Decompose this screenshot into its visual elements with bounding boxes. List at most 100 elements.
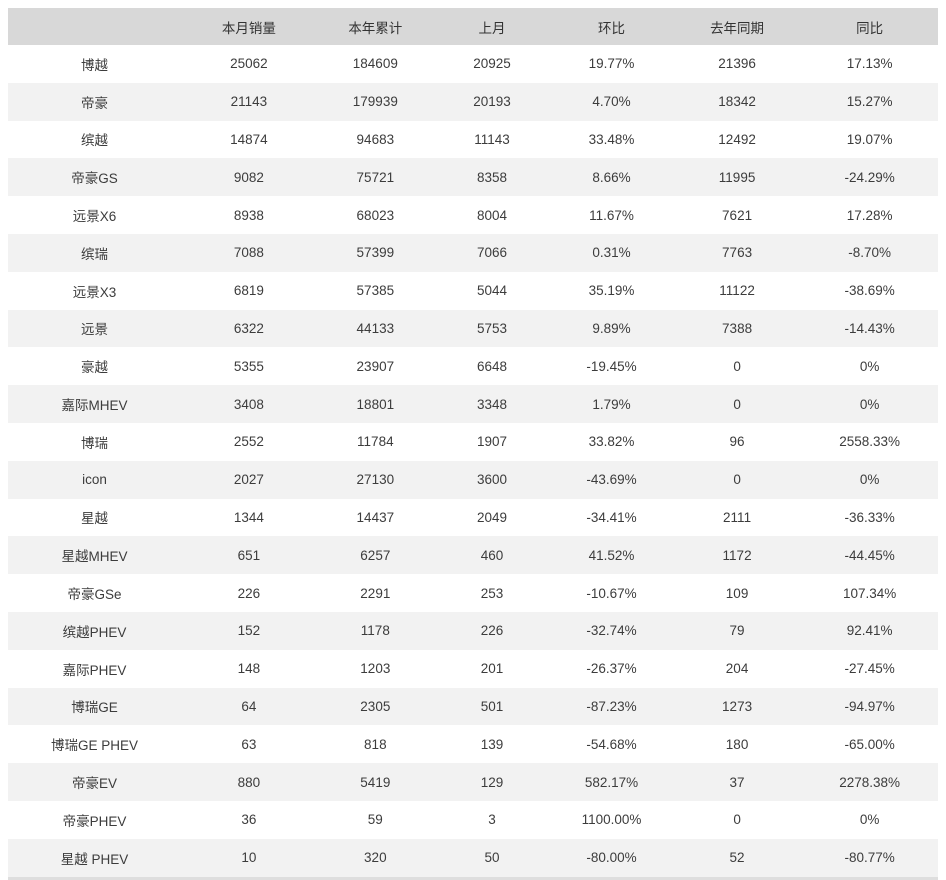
- value-cell: 1178: [360, 623, 390, 639]
- table-row: 星越 PHEV 10 320 50 -80.00% 52 -80.77%: [8, 838, 938, 877]
- value-cell: 75721: [356, 169, 395, 185]
- value-cell: 1172: [722, 547, 752, 563]
- value-cell: 50: [484, 850, 500, 866]
- value-cell: 64: [241, 698, 257, 714]
- value-cell: 35.19%: [588, 283, 635, 299]
- value-cell: 129: [480, 774, 504, 790]
- value-cell: -14.43%: [844, 320, 895, 336]
- value-cell: 7621: [722, 207, 753, 223]
- value-cell: -24.29%: [844, 169, 895, 185]
- table-row: 豪越 5355 23907 6648 -19.45% 0 0%: [8, 347, 938, 386]
- value-cell: 2049: [477, 509, 508, 525]
- value-cell: 23907: [356, 358, 395, 374]
- value-cell: 11.67%: [589, 207, 634, 223]
- model-name-cell: 远景: [80, 322, 108, 338]
- value-cell: -65.00%: [844, 736, 895, 752]
- model-name-cell: 博瑞: [80, 435, 108, 451]
- value-cell: 15.27%: [846, 94, 893, 110]
- value-cell: 18342: [718, 94, 756, 110]
- value-cell: 79: [729, 623, 745, 639]
- table-row: 帝豪GSe 226 2291 253 -10.67% 109 107.34%: [8, 574, 938, 612]
- model-name-cell: 博瑞GE PHEV: [50, 738, 138, 754]
- value-cell: 880: [237, 774, 261, 790]
- value-cell: 4.70%: [592, 94, 631, 110]
- value-cell: 33.82%: [588, 434, 635, 450]
- table-row: 帝豪PHEV 36 59 3 1100.00% 0 0%: [8, 800, 938, 839]
- value-cell: 18801: [356, 396, 395, 412]
- table-row: 嘉际MHEV 3408 18801 3348 1.79% 0 0%: [8, 385, 938, 423]
- value-cell: -36.33%: [844, 509, 895, 525]
- value-cell: 204: [725, 661, 749, 677]
- model-name-cell: 帝豪EV: [71, 776, 117, 792]
- table-row: 远景X3 6819 57385 5044 35.19% 11122 -38.69%: [8, 271, 938, 310]
- value-cell: 184609: [352, 56, 398, 72]
- value-cell: -80.77%: [844, 850, 895, 866]
- value-cell: 12492: [718, 131, 756, 147]
- value-cell: 8938: [233, 207, 264, 223]
- table-row: icon 2027 27130 3600 -43.69% 0 0%: [8, 460, 938, 499]
- header-row: 本月销量 本年累计 上月 环比 去年同期 同比: [8, 8, 938, 45]
- value-cell: 582.17%: [584, 774, 639, 790]
- value-cell: 0: [733, 358, 741, 374]
- value-cell: 14437: [356, 509, 395, 525]
- value-cell: 27130: [356, 472, 395, 488]
- value-cell: 17.13%: [846, 56, 893, 72]
- value-cell: 57399: [356, 245, 395, 261]
- model-name-cell: 帝豪: [80, 95, 108, 111]
- column-header: 上月: [433, 8, 551, 45]
- value-cell: 651: [237, 547, 261, 563]
- value-cell: 59: [367, 812, 383, 828]
- value-cell: 5419: [360, 774, 391, 790]
- value-cell: 3408: [233, 396, 264, 412]
- column-header: 本月销量: [180, 8, 317, 45]
- value-cell: 0: [733, 812, 741, 828]
- table-row: 远景 6322 44133 5753 9.89% 7388 -14.43%: [8, 309, 938, 348]
- value-cell: 3: [488, 812, 496, 828]
- value-cell: 63: [241, 736, 257, 752]
- value-cell: 6322: [233, 320, 264, 336]
- table-row: 星越MHEV 651 6257 460 41.52% 1172 -44.45%: [8, 536, 938, 575]
- value-cell: 107.34%: [842, 585, 897, 601]
- value-cell: -87.23%: [586, 698, 637, 714]
- value-cell: 7088: [233, 245, 264, 261]
- value-cell: 8004: [477, 207, 508, 223]
- value-cell: -32.74%: [586, 623, 637, 639]
- value-cell: 0%: [859, 812, 880, 828]
- value-cell: 139: [480, 736, 504, 752]
- value-cell: 5753: [477, 320, 508, 336]
- value-cell: 20193: [473, 94, 511, 110]
- value-cell: -10.67%: [586, 585, 637, 601]
- value-cell: 9082: [233, 169, 264, 185]
- value-cell: 19.07%: [846, 131, 893, 147]
- value-cell: 33.48%: [588, 131, 635, 147]
- table-row: 帝豪 21143 179939 20193 4.70% 18342 15.27%: [8, 82, 938, 121]
- model-name-cell: 帝豪PHEV: [62, 813, 127, 829]
- value-cell: 7388: [722, 320, 753, 336]
- value-cell: 2111: [723, 509, 752, 525]
- value-cell: 148: [237, 661, 261, 677]
- column-header: 环比: [550, 8, 673, 45]
- table-row: 博瑞 2552 11784 1907 33.82% 96 2558.33%: [8, 422, 938, 461]
- model-name-cell: 缤越: [80, 133, 108, 149]
- value-cell: 7763: [722, 245, 753, 261]
- value-cell: -8.70%: [848, 245, 891, 261]
- model-name-cell: 星越: [80, 511, 108, 527]
- value-cell: 179939: [352, 94, 398, 110]
- column-header: 同比: [801, 8, 938, 45]
- table-row: 缤越PHEV 152 1178 226 -32.74% 79 92.41%: [8, 611, 938, 650]
- value-cell: 818: [364, 736, 387, 752]
- value-cell: -44.45%: [844, 547, 895, 563]
- value-cell: 501: [480, 698, 504, 714]
- value-cell: 6257: [360, 547, 391, 563]
- value-cell: 152: [237, 623, 261, 639]
- model-name-cell: 嘉际PHEV: [62, 662, 127, 678]
- table-row: 星越 1344 14437 2049 -34.41% 2111 -36.33%: [8, 498, 938, 537]
- value-cell: -26.37%: [586, 661, 637, 677]
- model-name-cell: 帝豪GSe: [67, 587, 122, 603]
- model-name-cell: 远景X3: [72, 284, 117, 300]
- value-cell: 7066: [477, 245, 508, 261]
- value-cell: 0: [733, 472, 741, 488]
- value-cell: 1273: [722, 698, 753, 714]
- model-name-cell: 豪越: [80, 360, 108, 376]
- value-cell: 0: [733, 396, 741, 412]
